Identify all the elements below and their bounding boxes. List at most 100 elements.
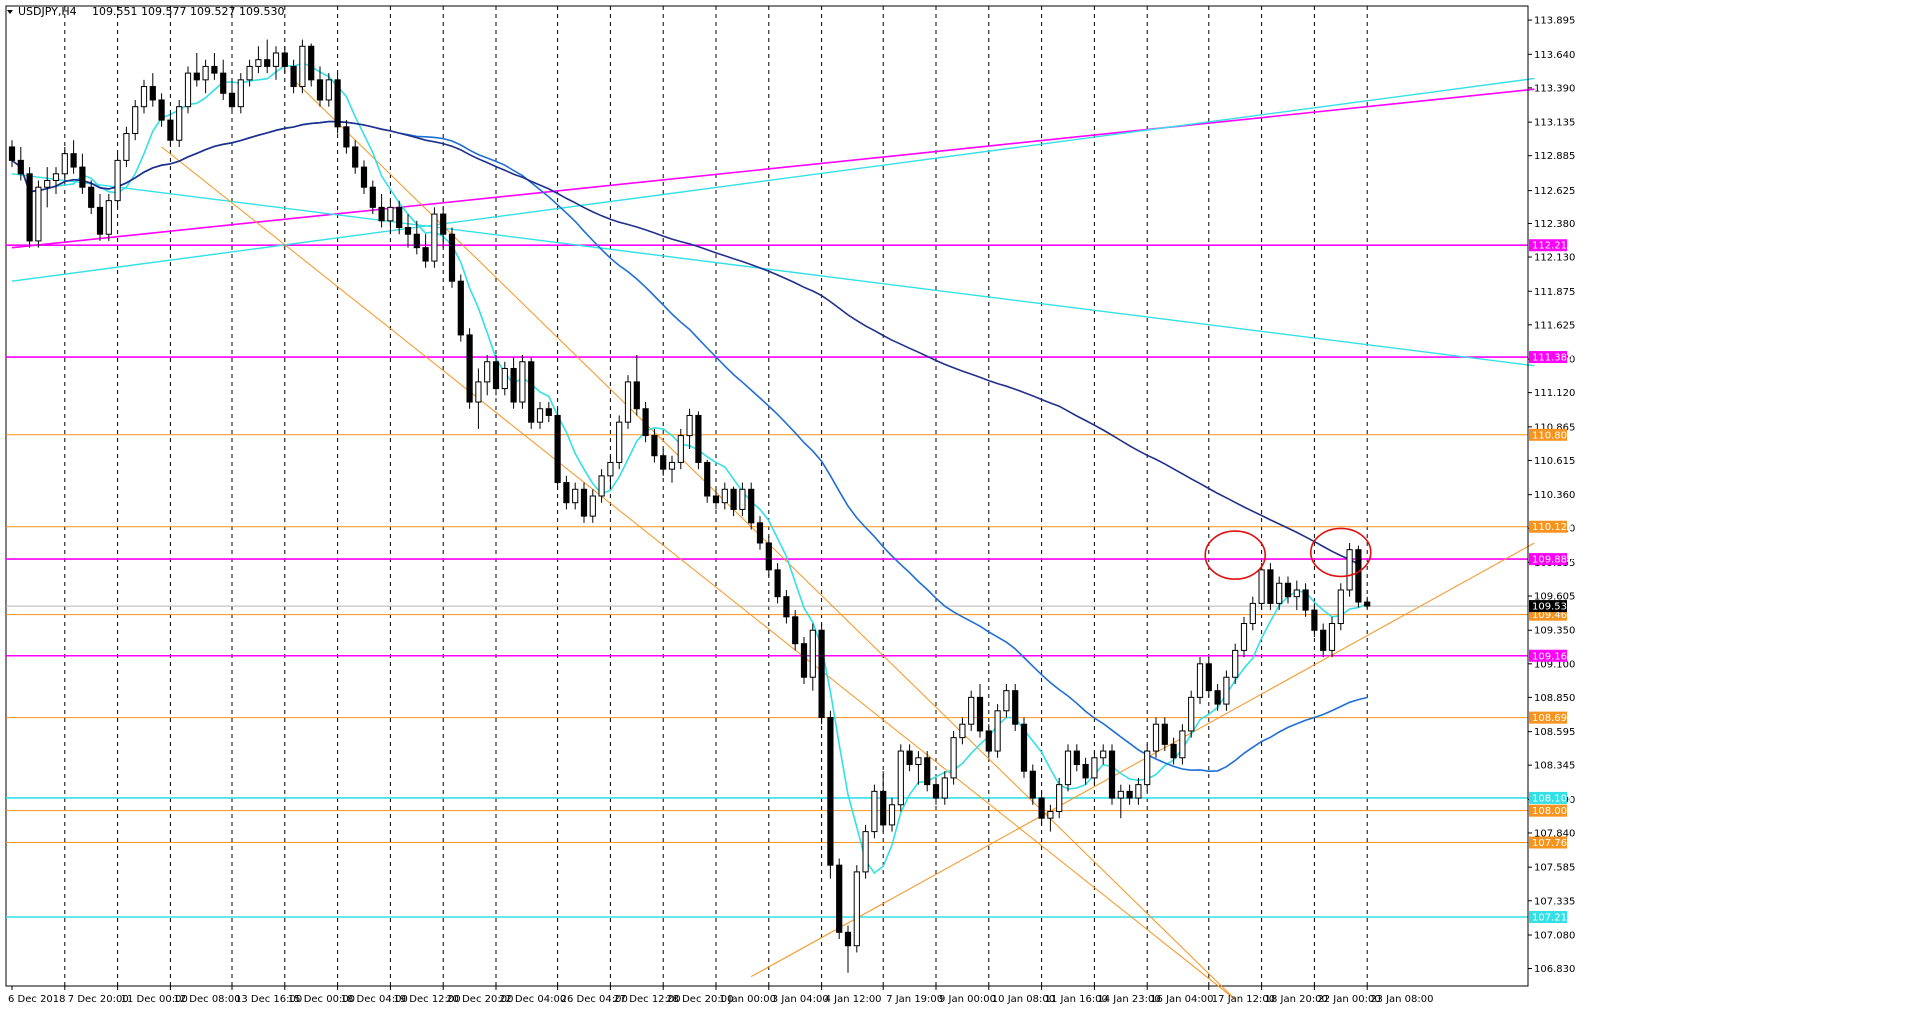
candle-body [237, 79, 244, 108]
candle-body [1223, 676, 1230, 705]
candle-body [968, 696, 975, 725]
candle-body [184, 72, 192, 108]
candle-body [572, 488, 579, 504]
candle-body [519, 361, 526, 403]
x-tick-label: 23 Jan 08:00 [1370, 994, 1433, 1005]
candle-body [853, 871, 860, 947]
candle-body [862, 831, 869, 873]
candle-body [26, 173, 33, 242]
price-badge [1529, 351, 1567, 364]
candle-body [668, 461, 676, 470]
candle-body [193, 72, 200, 81]
chart-header: USDJPY,H4 109.551 109.577 109.527 109.53… [7, 5, 284, 18]
candle-body [1276, 582, 1283, 604]
candle-body [440, 213, 447, 235]
candle-body [404, 227, 412, 235]
y-tick-label: 108.345 [1534, 761, 1575, 772]
price-badge [1529, 711, 1567, 724]
price-badge-label: 107.769 [1532, 838, 1573, 849]
candle-body [1073, 750, 1080, 765]
x-tick-label: 19 Dec 12:00 [393, 994, 460, 1005]
candle-body [1328, 623, 1336, 651]
candle-body [149, 86, 156, 101]
y-tick-label: 113.390 [1534, 83, 1575, 94]
candle-body [897, 750, 904, 806]
candle-body [1003, 690, 1010, 712]
candle-body [774, 569, 781, 598]
candle-body [211, 65, 218, 74]
candle-body [457, 280, 464, 336]
price-badge [1529, 553, 1567, 566]
candle-body [1064, 750, 1072, 786]
candle-body [1179, 730, 1186, 759]
x-tick-label: 7 Dec 20:00 [68, 994, 129, 1005]
candle-body [721, 488, 728, 504]
candle-body [1117, 790, 1124, 799]
price-badge [1529, 428, 1567, 441]
candle-body [299, 45, 306, 88]
candle-body [756, 522, 764, 544]
candle-body [994, 710, 1001, 752]
candle-body [906, 750, 913, 765]
candle-body [1364, 601, 1371, 607]
x-tick-label: 11 Jan 16:00 [1045, 994, 1108, 1005]
y-tick-label: 113.895 [1534, 16, 1575, 27]
y-tick-label: 110.615 [1534, 456, 1575, 467]
y-tick-label: 112.380 [1534, 219, 1575, 230]
price-badge [1529, 520, 1567, 533]
candle-body [695, 414, 702, 463]
candle-body [510, 367, 517, 403]
candle-body [369, 186, 376, 208]
x-tick-label: 6 Dec 2018 [8, 994, 66, 1005]
candle-body [642, 408, 649, 437]
candle-body [827, 717, 834, 866]
candle-body [466, 334, 473, 403]
price-badge-label: 111.385 [1532, 353, 1573, 364]
candle-body [422, 247, 429, 262]
candle-body [545, 408, 552, 416]
candle-body [484, 361, 491, 383]
y-tick-label: 106.830 [1534, 964, 1575, 975]
candle-body [836, 864, 843, 933]
candle-body [818, 629, 825, 719]
y-tick-label: 109.350 [1534, 626, 1575, 637]
candle-body [783, 596, 790, 618]
candle-body [765, 542, 772, 571]
candle-body [528, 361, 535, 423]
candle-body [158, 99, 165, 121]
candle-body [1152, 723, 1160, 752]
candle-body [660, 455, 667, 470]
candle-body [598, 475, 605, 497]
candle-body [1355, 549, 1362, 603]
horizontal-levels [6, 244, 1528, 918]
candle-body [1108, 750, 1116, 799]
y-tick-label: 108.850 [1534, 693, 1575, 704]
candle-body [748, 488, 755, 524]
price-badge-label: 108.006 [1532, 806, 1573, 817]
candle-body [431, 213, 438, 262]
candle-body [1082, 763, 1089, 779]
symbol-label: USDJPY,H4 [18, 5, 77, 18]
candle-body [334, 79, 341, 128]
candle-body [387, 206, 394, 222]
price-badge-label: 108.699 [1532, 713, 1573, 724]
y-tick-label: 113.135 [1534, 118, 1575, 129]
candle-body [563, 482, 570, 504]
candle-body [343, 126, 350, 148]
price-badge [1529, 804, 1567, 817]
y-tick-label: 112.625 [1534, 186, 1575, 197]
trendline-magenta [11, 88, 1535, 249]
y-tick-label: 112.885 [1534, 151, 1575, 162]
candle-body [1214, 690, 1221, 705]
candle-body [915, 757, 922, 765]
symbol-dropdown-icon[interactable] [7, 10, 13, 14]
x-tick-label: 27 Dec 12:00 [613, 994, 680, 1005]
candle-body [17, 159, 24, 175]
candle-body [1232, 649, 1239, 678]
price-badge [1529, 910, 1567, 923]
candle-body [589, 495, 596, 517]
x-tick-label: 20 Dec 20:00 [446, 994, 513, 1005]
ma-long [11, 120, 1359, 565]
